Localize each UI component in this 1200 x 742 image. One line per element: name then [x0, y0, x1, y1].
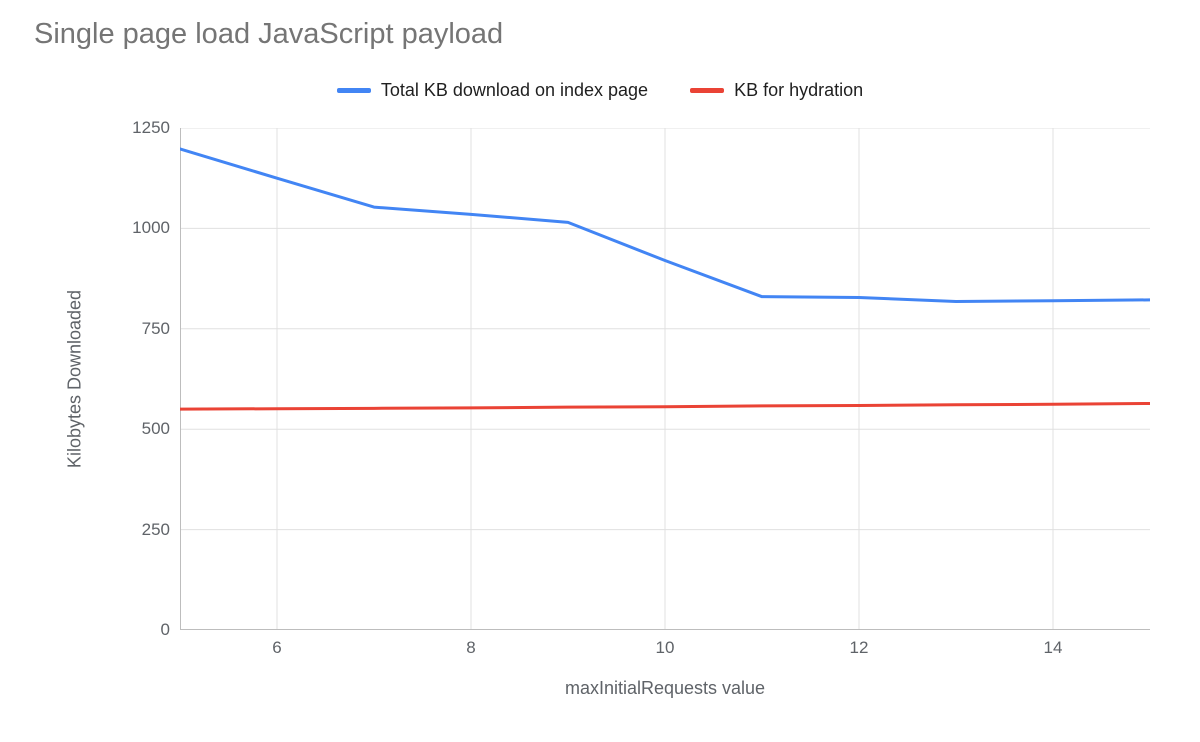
x-tick-label: 14 [1044, 630, 1063, 658]
legend-swatch [337, 88, 371, 93]
x-tick-label: 6 [272, 630, 281, 658]
x-tick-label: 8 [466, 630, 475, 658]
y-tick-label: 1000 [132, 218, 180, 238]
y-axis-title: Kilobytes Downloaded [65, 290, 86, 468]
x-tick-label: 12 [850, 630, 869, 658]
plot-area [180, 128, 1150, 630]
legend-item: KB for hydration [690, 80, 863, 101]
line-chart: Single page load JavaScript payload Tota… [0, 0, 1200, 742]
y-tick-label: 0 [161, 620, 180, 640]
y-tick-label: 500 [142, 419, 180, 439]
legend-label: KB for hydration [734, 80, 863, 101]
x-axis-title: maxInitialRequests value [565, 678, 765, 699]
x-tick-label: 10 [656, 630, 675, 658]
y-tick-label: 250 [142, 520, 180, 540]
chart-title: Single page load JavaScript payload [34, 18, 503, 51]
chart-legend: Total KB download on index page KB for h… [0, 80, 1200, 101]
legend-label: Total KB download on index page [381, 80, 648, 101]
y-tick-label: 750 [142, 319, 180, 339]
legend-swatch [690, 88, 724, 93]
y-tick-label: 1250 [132, 118, 180, 138]
plot-svg [180, 128, 1150, 630]
legend-item: Total KB download on index page [337, 80, 648, 101]
